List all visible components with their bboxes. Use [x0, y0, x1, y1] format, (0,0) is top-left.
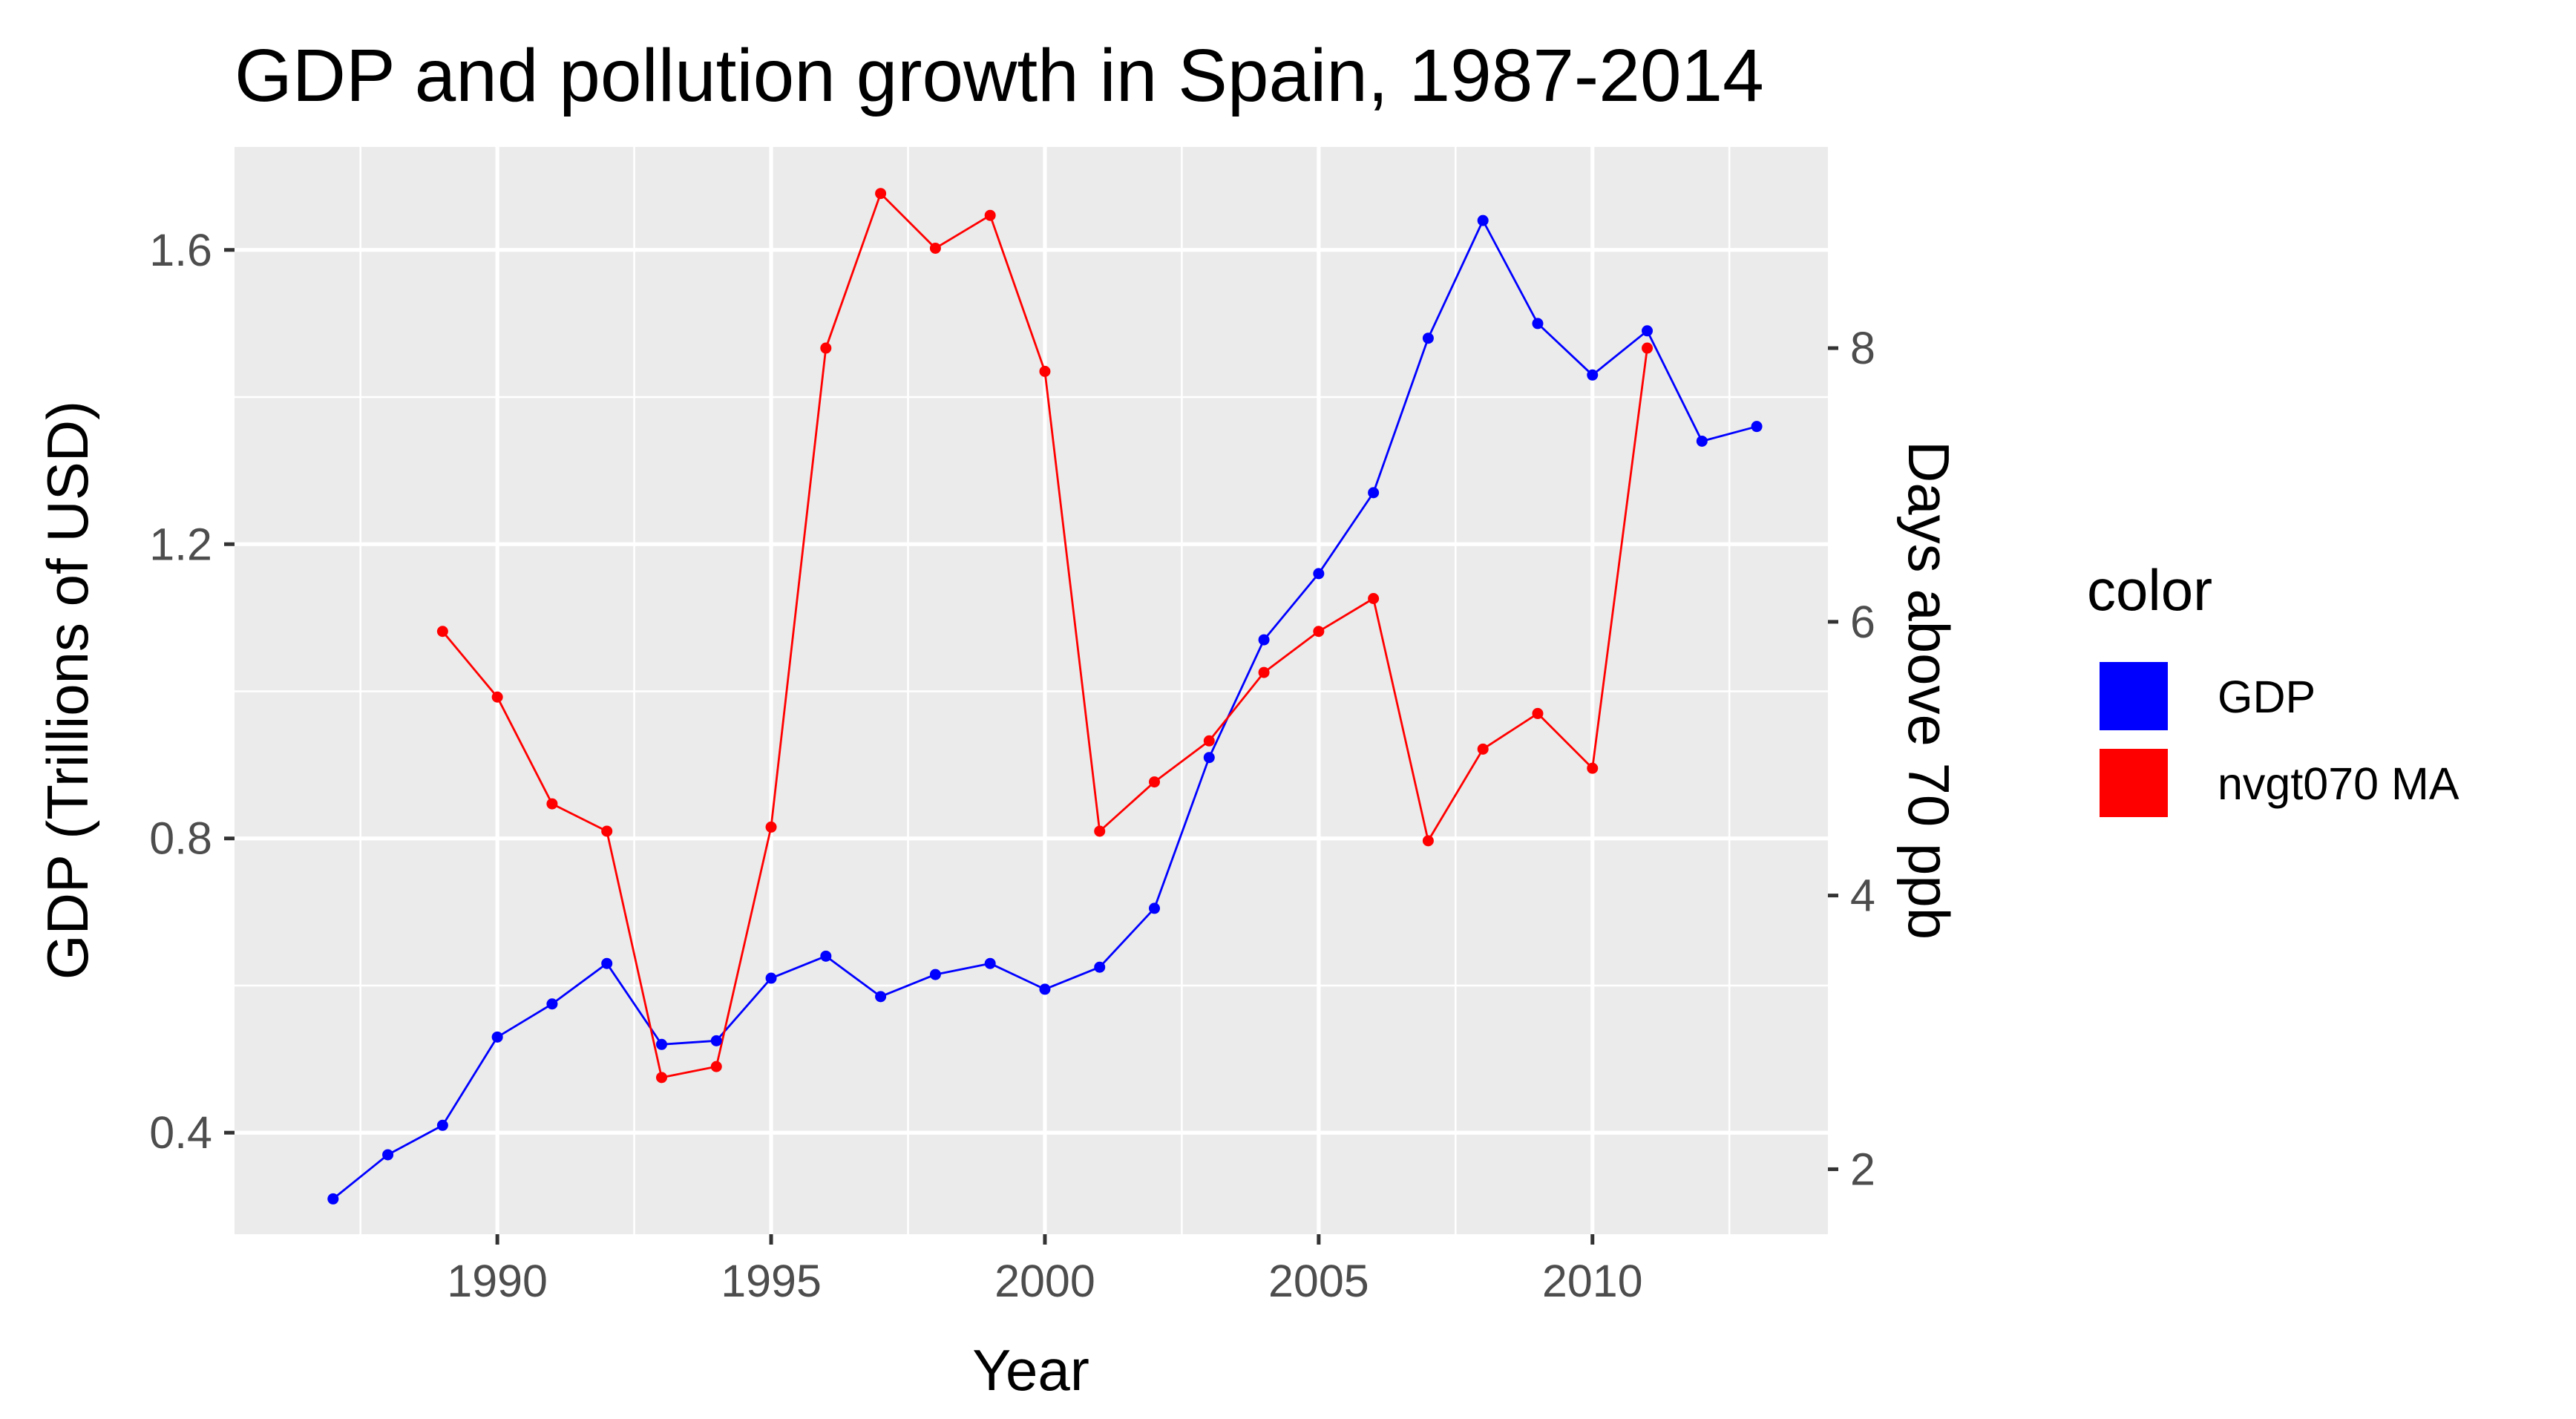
y-right-tick-label: 2 — [1850, 1144, 1875, 1194]
data-point-gdp — [1422, 332, 1434, 344]
data-point-nvgt070-ma — [875, 188, 887, 200]
data-point-nvgt070-ma — [655, 1072, 667, 1084]
data-point-nvgt070-ma — [710, 1061, 722, 1072]
x-tick-label: 2010 — [1542, 1256, 1643, 1306]
data-point-gdp — [436, 1119, 448, 1131]
data-point-gdp — [1587, 369, 1599, 381]
y-right-tick-label: 8 — [1850, 323, 1875, 373]
data-point-gdp — [601, 957, 613, 969]
y-tick-label: 1.2 — [149, 519, 212, 569]
x-axis-title: Year — [972, 1337, 1089, 1403]
data-point-gdp — [1149, 902, 1161, 914]
data-point-gdp — [875, 991, 887, 1003]
data-point-nvgt070-ma — [601, 825, 613, 837]
y-axis-ticks: 0.4 0.8 1.2 1.6 — [149, 225, 235, 1158]
data-point-gdp — [655, 1038, 667, 1050]
grid-major — [235, 147, 1828, 1234]
data-point-nvgt070-ma — [1587, 762, 1599, 774]
data-point-nvgt070-ma — [436, 626, 448, 638]
y-axis-right-ticks: 2 4 6 8 — [1828, 323, 1875, 1194]
data-point-gdp — [1313, 568, 1325, 580]
data-point-gdp — [820, 950, 832, 962]
legend-title: color — [2087, 557, 2212, 623]
y-right-tick-label: 4 — [1850, 871, 1875, 921]
x-tick-label: 2005 — [1268, 1256, 1369, 1306]
grid-minor — [235, 147, 1828, 1234]
data-point-nvgt070-ma — [984, 209, 996, 221]
legend-item-gdp: GDP — [2097, 659, 2316, 733]
x-tick-label: 1995 — [721, 1256, 822, 1306]
data-point-gdp — [765, 972, 777, 984]
y-axis-title: GDP (Trillions of USD) — [35, 401, 100, 980]
data-point-gdp — [929, 969, 941, 980]
data-point-gdp — [1258, 634, 1270, 646]
data-point-gdp — [1203, 752, 1215, 764]
data-point-gdp — [710, 1035, 722, 1046]
data-point-gdp — [1696, 435, 1708, 447]
legend-key-nvgt070-ma — [2097, 746, 2171, 820]
data-point-gdp — [984, 957, 996, 969]
legend-item-nvgt070-ma: nvgt070 MA — [2097, 746, 2459, 820]
series-points — [327, 188, 1763, 1205]
data-point-nvgt070-ma — [1203, 735, 1215, 747]
chart-title: GDP and pollution growth in Spain, 1987-… — [235, 34, 1764, 117]
x-tick-label: 2000 — [994, 1256, 1095, 1306]
data-point-nvgt070-ma — [1039, 365, 1051, 377]
x-axis-ticks: 1990 1995 2000 2005 2010 — [447, 1234, 1643, 1306]
data-point-nvgt070-ma — [1642, 342, 1654, 354]
data-point-gdp — [1751, 421, 1763, 433]
data-point-gdp — [1532, 318, 1544, 330]
data-point-gdp — [382, 1149, 394, 1161]
data-point-gdp — [546, 998, 558, 1010]
data-point-nvgt070-ma — [1532, 707, 1544, 719]
data-point-nvgt070-ma — [765, 821, 777, 833]
data-point-gdp — [1642, 325, 1654, 337]
legend-label-nvgt070-ma: nvgt070 MA — [2218, 758, 2459, 809]
y-right-tick-label: 6 — [1850, 597, 1875, 647]
legend-label-gdp: GDP — [2218, 672, 2316, 722]
data-point-gdp — [1094, 961, 1106, 973]
data-point-nvgt070-ma — [1313, 626, 1325, 638]
y-tick-label: 1.6 — [149, 225, 212, 275]
data-point-gdp — [491, 1031, 503, 1043]
y-tick-label: 0.8 — [149, 813, 212, 864]
data-point-nvgt070-ma — [546, 798, 558, 810]
data-point-nvgt070-ma — [1258, 666, 1270, 678]
data-point-nvgt070-ma — [820, 342, 832, 354]
y-tick-label: 0.4 — [149, 1107, 212, 1158]
data-point-nvgt070-ma — [1477, 743, 1489, 755]
data-point-nvgt070-ma — [1368, 592, 1380, 604]
data-point-gdp — [1368, 487, 1380, 499]
data-point-nvgt070-ma — [1149, 776, 1161, 788]
data-point-gdp — [1477, 214, 1489, 226]
data-point-nvgt070-ma — [491, 691, 503, 703]
legend-key-gdp — [2097, 659, 2171, 733]
x-tick-label: 1990 — [447, 1256, 548, 1306]
data-point-nvgt070-ma — [1422, 835, 1434, 847]
data-point-nvgt070-ma — [929, 242, 941, 254]
legend: color GDP nvgt070 MA — [2087, 557, 2459, 820]
data-point-gdp — [327, 1193, 339, 1205]
data-point-nvgt070-ma — [1094, 825, 1106, 837]
y-axis-right-title: Days above 70 ppb — [1896, 441, 1962, 940]
data-point-gdp — [1039, 983, 1051, 995]
